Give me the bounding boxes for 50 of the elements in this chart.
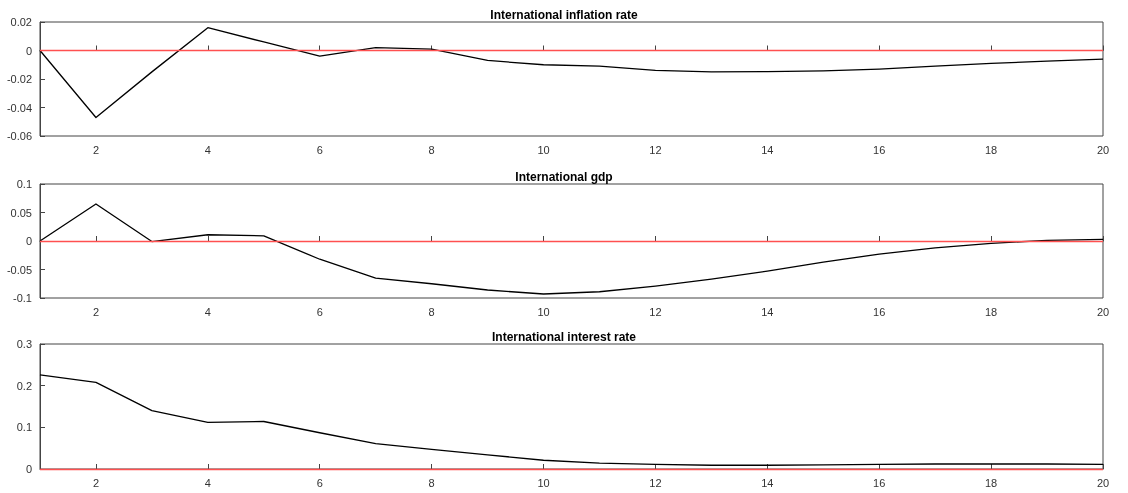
y-tick-label: 0.2 [16, 379, 32, 392]
x-tick-label: 20 [1096, 476, 1110, 489]
x-tick-label: 16 [873, 143, 886, 156]
y-tick-label: 0.3 [16, 338, 32, 350]
x-tick-label: 6 [316, 476, 323, 489]
x-tick-label: 4 [204, 305, 211, 318]
y-tick-label: 0.1 [16, 421, 32, 434]
y-tick-label: 0.02 [10, 16, 32, 28]
y-tick-label: -0.04 [6, 101, 32, 114]
x-tick-label: 16 [873, 476, 886, 489]
x-tick-label: 2 [92, 305, 100, 318]
x-tick-label: 10 [537, 305, 550, 318]
line-series [39, 374, 1104, 466]
x-tick-label: 12 [649, 143, 662, 156]
y-tick-label: 0 [25, 44, 32, 57]
x-tick-label: 8 [428, 143, 435, 156]
y-tick-label: -0.05 [6, 263, 32, 276]
y-tick-label: -0.02 [6, 73, 32, 85]
x-tick-label: 10 [537, 143, 550, 156]
x-tick-label: 16 [873, 305, 886, 318]
x-tick-label: 8 [428, 305, 435, 318]
x-tick-label: 10 [537, 476, 550, 489]
x-tick-label: 18 [984, 305, 998, 318]
x-tick-label: 18 [984, 143, 998, 156]
y-tick-label: -0.1 [13, 292, 32, 304]
x-tick-label: 12 [649, 476, 662, 489]
x-tick-label: 6 [316, 305, 323, 318]
x-tick-label: 12 [649, 305, 662, 318]
x-tick-label: 2 [92, 476, 100, 489]
y-tick-label: 0 [25, 463, 32, 475]
x-tick-label: 20 [1096, 143, 1110, 156]
x-tick-label: 14 [761, 305, 774, 318]
x-tick-label: 14 [761, 476, 774, 489]
chart-title: International interest rate [491, 330, 637, 344]
x-tick-label: 4 [204, 476, 211, 489]
x-tick-label: 6 [316, 143, 323, 156]
x-tick-label: 4 [204, 143, 211, 156]
x-tick-label: 20 [1096, 305, 1110, 318]
line-series [39, 203, 1104, 295]
x-tick-label: 8 [428, 476, 435, 489]
y-tick-label: 0.1 [16, 178, 32, 190]
y-tick-label: -0.06 [6, 130, 32, 142]
x-tick-label: 14 [761, 143, 774, 156]
x-tick-label: 2 [92, 143, 100, 156]
chart-title: International inflation rate [490, 8, 638, 22]
x-tick-label: 18 [984, 476, 998, 489]
y-tick-label: 0 [25, 235, 32, 247]
y-tick-label: 0.05 [10, 206, 32, 219]
chart-title: International gdp [515, 170, 613, 184]
line-series [39, 27, 1104, 119]
